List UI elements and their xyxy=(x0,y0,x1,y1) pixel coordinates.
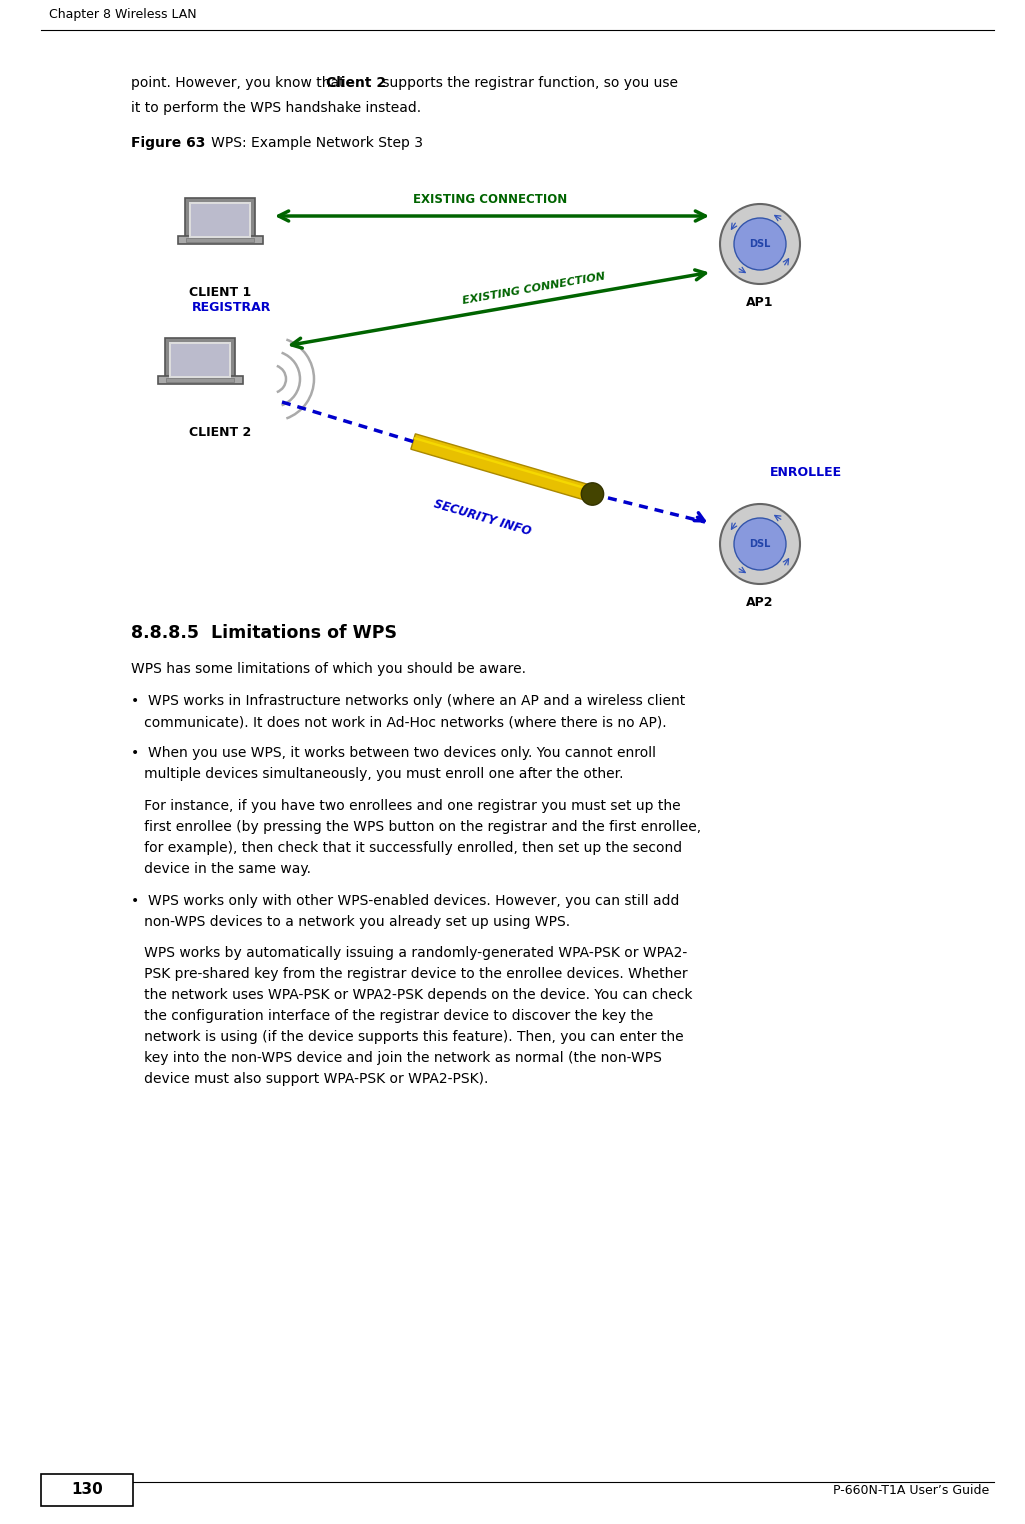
Text: •  WPS works in Infrastructure networks only (where an AP and a wireless client: • WPS works in Infrastructure networks o… xyxy=(131,693,686,709)
Circle shape xyxy=(734,518,786,570)
Text: PSK pre-shared key from the registrar device to the enrollee devices. Whether: PSK pre-shared key from the registrar de… xyxy=(131,968,688,981)
Text: ENROLLEE: ENROLLEE xyxy=(770,466,843,479)
Text: the network uses WPA-PSK or WPA2-PSK depends on the device. You can check: the network uses WPA-PSK or WPA2-PSK dep… xyxy=(131,988,693,1001)
Text: point. However, you know that: point. However, you know that xyxy=(131,76,350,90)
FancyBboxPatch shape xyxy=(165,337,235,381)
Text: CLIENT 1: CLIENT 1 xyxy=(189,287,251,299)
Text: 130: 130 xyxy=(72,1483,102,1498)
Circle shape xyxy=(720,204,800,283)
Text: communicate). It does not work in Ad-Hoc networks (where there is no AP).: communicate). It does not work in Ad-Hoc… xyxy=(131,715,667,728)
Text: DSL: DSL xyxy=(749,539,771,549)
Text: network is using (if the device supports this feature). Then, you can enter the: network is using (if the device supports… xyxy=(131,1030,684,1044)
Text: Client 2: Client 2 xyxy=(326,76,386,90)
Circle shape xyxy=(581,483,604,504)
Text: key into the non-WPS device and join the network as normal (the non-WPS: key into the non-WPS device and join the… xyxy=(131,1052,662,1065)
Circle shape xyxy=(734,218,786,270)
Text: device must also support WPA-PSK or WPA2-PSK).: device must also support WPA-PSK or WPA2… xyxy=(131,1071,489,1087)
Text: multiple devices simultaneously, you must enroll one after the other.: multiple devices simultaneously, you mus… xyxy=(131,767,623,780)
FancyBboxPatch shape xyxy=(191,204,249,236)
FancyBboxPatch shape xyxy=(158,376,243,384)
Text: 8.8.8.5  Limitations of WPS: 8.8.8.5 Limitations of WPS xyxy=(131,623,398,642)
FancyBboxPatch shape xyxy=(169,341,231,378)
Text: non-WPS devices to a network you already set up using WPS.: non-WPS devices to a network you already… xyxy=(131,914,570,930)
FancyBboxPatch shape xyxy=(184,198,255,242)
FancyArrowPatch shape xyxy=(291,270,705,347)
FancyBboxPatch shape xyxy=(166,378,234,381)
Text: WPS: Example Network Step 3: WPS: Example Network Step 3 xyxy=(198,136,423,149)
Text: Figure 63: Figure 63 xyxy=(131,136,206,149)
FancyBboxPatch shape xyxy=(186,238,254,242)
Text: Chapter 8 Wireless LAN: Chapter 8 Wireless LAN xyxy=(49,8,197,21)
Text: for example), then check that it successfully enrolled, then set up the second: for example), then check that it success… xyxy=(131,841,683,855)
Text: REGISTRAR: REGISTRAR xyxy=(192,302,272,314)
Text: P-660N-T1A User’s Guide: P-660N-T1A User’s Guide xyxy=(833,1483,989,1497)
Text: AP2: AP2 xyxy=(746,596,774,610)
Polygon shape xyxy=(414,437,593,492)
FancyArrowPatch shape xyxy=(279,210,705,221)
FancyArrowPatch shape xyxy=(694,512,704,521)
Polygon shape xyxy=(411,434,594,501)
Text: AP1: AP1 xyxy=(746,296,774,309)
Text: SECURITY INFO: SECURITY INFO xyxy=(433,498,533,538)
Text: the configuration interface of the registrar device to discover the key the: the configuration interface of the regis… xyxy=(131,1009,654,1023)
Text: device in the same way.: device in the same way. xyxy=(131,863,312,876)
FancyBboxPatch shape xyxy=(171,343,229,376)
Text: •  When you use WPS, it works between two devices only. You cannot enroll: • When you use WPS, it works between two… xyxy=(131,747,656,760)
Text: For instance, if you have two enrollees and one registrar you must set up the: For instance, if you have two enrollees … xyxy=(131,799,681,812)
FancyBboxPatch shape xyxy=(177,236,262,244)
Text: it to perform the WPS handshake instead.: it to perform the WPS handshake instead. xyxy=(131,101,421,114)
Text: WPS has some limitations of which you should be aware.: WPS has some limitations of which you sh… xyxy=(131,661,526,677)
FancyBboxPatch shape xyxy=(41,1474,133,1506)
Text: EXISTING CONNECTION: EXISTING CONNECTION xyxy=(461,271,606,306)
Text: DSL: DSL xyxy=(749,239,771,248)
Text: •  WPS works only with other WPS-enabled devices. However, you can still add: • WPS works only with other WPS-enabled … xyxy=(131,895,680,908)
Circle shape xyxy=(720,504,800,584)
Text: supports the registrar function, so you use: supports the registrar function, so you … xyxy=(378,76,679,90)
Text: CLIENT 2: CLIENT 2 xyxy=(189,427,251,439)
Text: first enrollee (by pressing the WPS button on the registrar and the first enroll: first enrollee (by pressing the WPS butt… xyxy=(131,820,701,834)
Text: WPS works by automatically issuing a randomly-generated WPA-PSK or WPA2-: WPS works by automatically issuing a ran… xyxy=(131,946,688,960)
Text: EXISTING CONNECTION: EXISTING CONNECTION xyxy=(413,194,567,206)
FancyBboxPatch shape xyxy=(189,201,251,238)
